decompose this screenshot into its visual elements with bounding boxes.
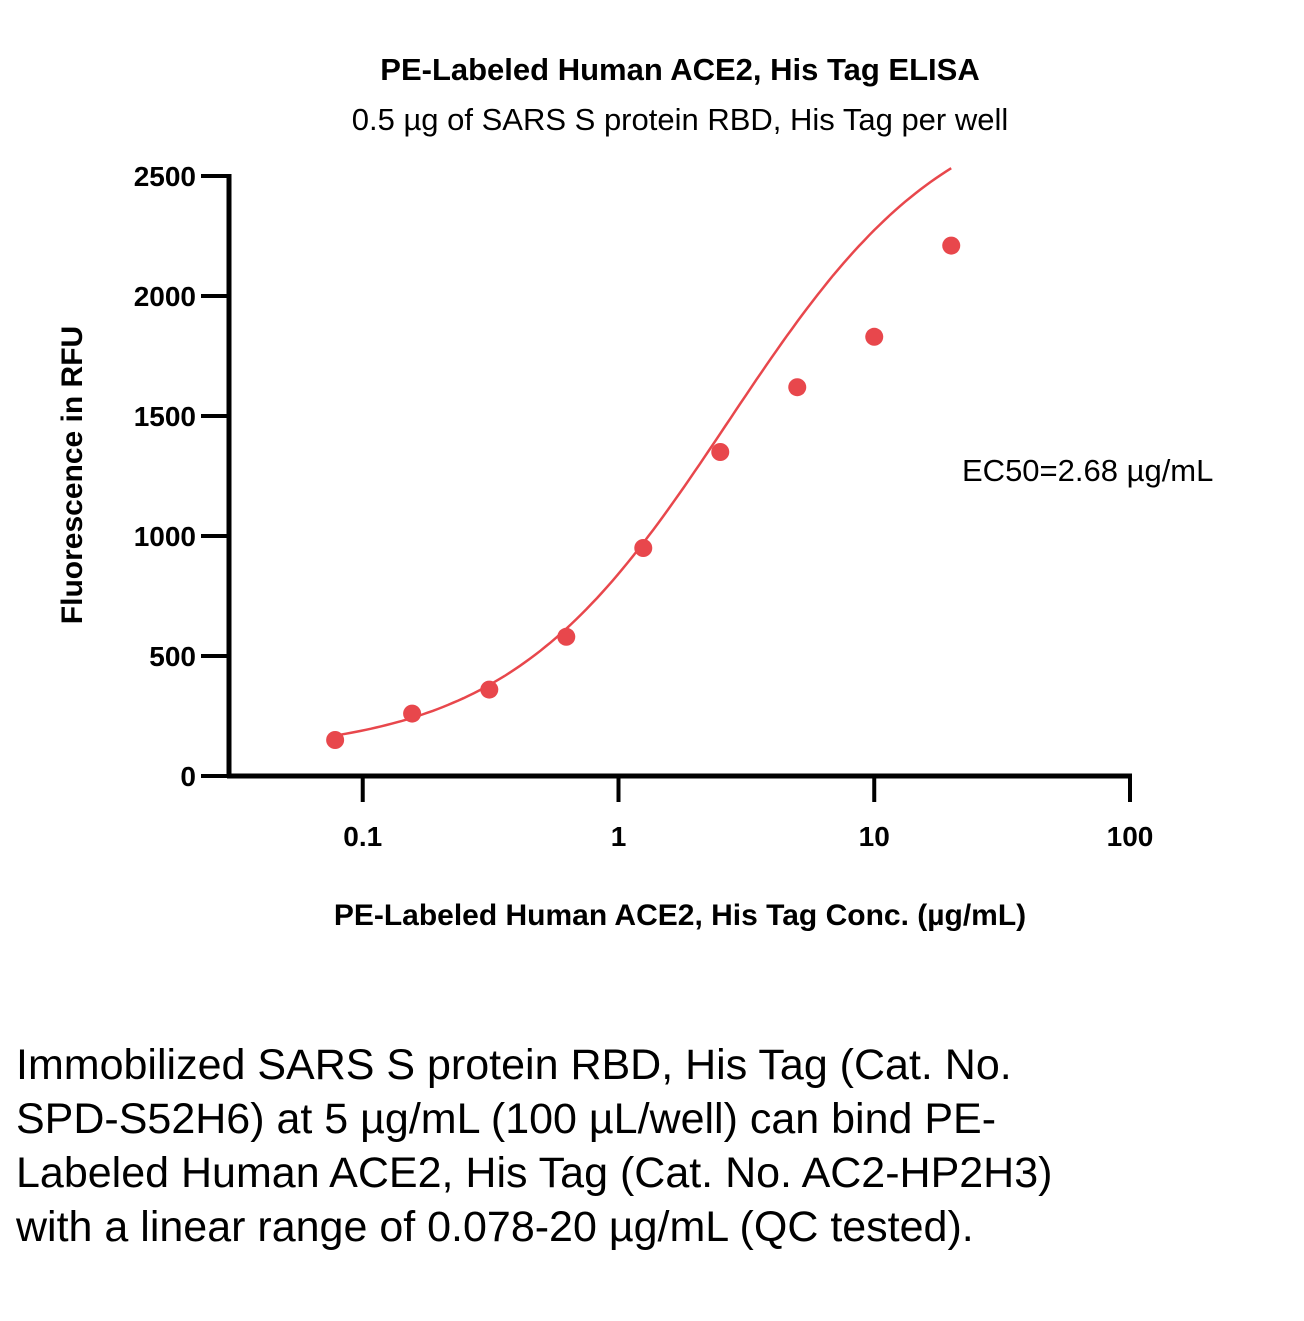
y-axis-title: Fluorescence in RFU xyxy=(56,326,89,624)
x-tick-label: 0.1 xyxy=(343,821,382,852)
y-tick-label: 1000 xyxy=(134,521,196,552)
data-point xyxy=(557,627,576,646)
ec50-annotation: EC50=2.68 µg/mL xyxy=(962,453,1213,488)
x-axis-title: PE-Labeled Human ACE2, His Tag Conc. (µg… xyxy=(334,899,1026,932)
data-point xyxy=(403,704,422,723)
y-axis-ticks: 0 500 1000 1500 2000 2500 xyxy=(134,161,229,792)
x-tick-label: 10 xyxy=(859,821,890,852)
data-point xyxy=(865,327,884,346)
chart-subtitle: 0.5 µg of SARS S protein RBD, His Tag pe… xyxy=(352,102,1009,137)
y-tick-label: 2500 xyxy=(134,161,196,192)
data-point xyxy=(711,443,730,461)
y-tick-label: 0 xyxy=(180,761,196,792)
data-point xyxy=(634,539,653,557)
y-tick-label: 2000 xyxy=(134,281,196,312)
data-point xyxy=(942,236,961,255)
x-axis-ticks: 0.1 1 10 100 xyxy=(343,776,1153,852)
axes xyxy=(226,174,1132,779)
x-tick-label: 100 xyxy=(1107,821,1154,852)
chart-title: PE-Labeled Human ACE2, His Tag ELISA xyxy=(380,52,979,87)
data-point xyxy=(480,680,499,699)
figure-caption: Immobilized SARS S protein RBD, His Tag … xyxy=(16,1041,1053,1251)
elisa-chart: PE-Labeled Human ACE2, His Tag ELISA 0.5… xyxy=(56,52,1213,932)
y-tick-label: 1500 xyxy=(134,401,196,432)
y-tick-label: 500 xyxy=(149,641,196,672)
x-tick-label: 1 xyxy=(611,821,627,852)
data-point xyxy=(326,731,345,749)
fit-curve xyxy=(334,167,952,737)
data-points xyxy=(326,236,961,749)
data-point xyxy=(788,378,807,397)
